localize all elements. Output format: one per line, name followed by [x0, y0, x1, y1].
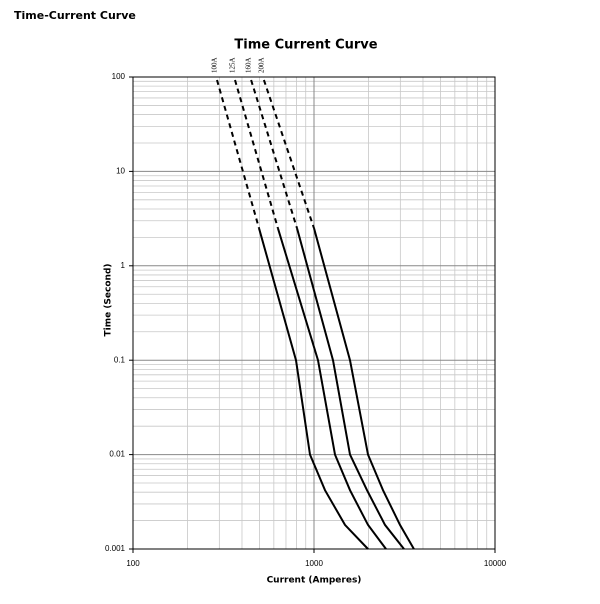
y-tick-label: 0.01	[109, 450, 125, 459]
page-title: Time-Current Curve	[14, 9, 136, 22]
curve-dashed	[250, 79, 298, 229]
chart-title: Time Current Curve	[234, 38, 377, 53]
x-axis-label: Current (Amperes)	[267, 576, 362, 586]
y-tick-label: 10	[116, 167, 125, 176]
plot-frame	[132, 76, 496, 550]
y-tick-label: 100	[112, 72, 126, 81]
curve-solid	[313, 227, 415, 550]
x-tick-label: 10000	[484, 559, 507, 568]
curve-solid	[296, 227, 405, 550]
curve-dashed	[234, 79, 279, 229]
x-tick-label: 1000	[305, 559, 323, 568]
curve-dashed	[216, 79, 260, 229]
series-label: 125A	[229, 57, 237, 73]
curve-solid	[276, 227, 387, 550]
y-axis-label: Time (Second)	[104, 263, 114, 336]
y-tick-label: 0.1	[114, 355, 126, 364]
curve-dashed	[262, 79, 315, 229]
curve-solid	[258, 227, 369, 550]
y-tick-label: 1	[121, 261, 126, 270]
y-tick-label: 0.001	[105, 544, 126, 553]
series-label: 100A	[211, 57, 219, 73]
series-label: 200A	[258, 57, 266, 73]
x-tick-label: 100	[126, 559, 140, 568]
series-label: 160A	[245, 57, 253, 73]
